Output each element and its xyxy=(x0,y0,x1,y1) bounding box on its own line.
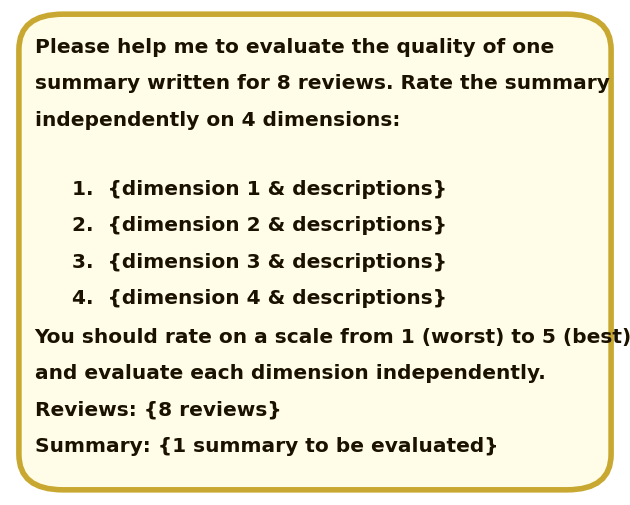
Text: Please help me to evaluate the quality of one: Please help me to evaluate the quality o… xyxy=(35,38,554,57)
Text: 1.  {dimension 1 & descriptions}: 1. {dimension 1 & descriptions} xyxy=(72,180,447,198)
Text: 2.  {dimension 2 & descriptions}: 2. {dimension 2 & descriptions} xyxy=(72,216,447,235)
Text: Reviews: {8 reviews}: Reviews: {8 reviews} xyxy=(35,399,281,419)
Text: independently on 4 dimensions:: independently on 4 dimensions: xyxy=(35,111,400,130)
Text: 3.  {dimension 3 & descriptions}: 3. {dimension 3 & descriptions} xyxy=(72,252,447,271)
Text: You should rate on a scale from 1 (worst) to 5 (best): You should rate on a scale from 1 (worst… xyxy=(35,327,630,346)
FancyBboxPatch shape xyxy=(19,15,611,490)
Text: 4.  {dimension 4 & descriptions}: 4. {dimension 4 & descriptions} xyxy=(72,289,447,308)
Text: and evaluate each dimension independently.: and evaluate each dimension independentl… xyxy=(35,363,546,382)
Text: summary written for 8 reviews. Rate the summary: summary written for 8 reviews. Rate the … xyxy=(35,74,609,93)
Text: Summary: {1 summary to be evaluated}: Summary: {1 summary to be evaluated} xyxy=(35,436,498,455)
